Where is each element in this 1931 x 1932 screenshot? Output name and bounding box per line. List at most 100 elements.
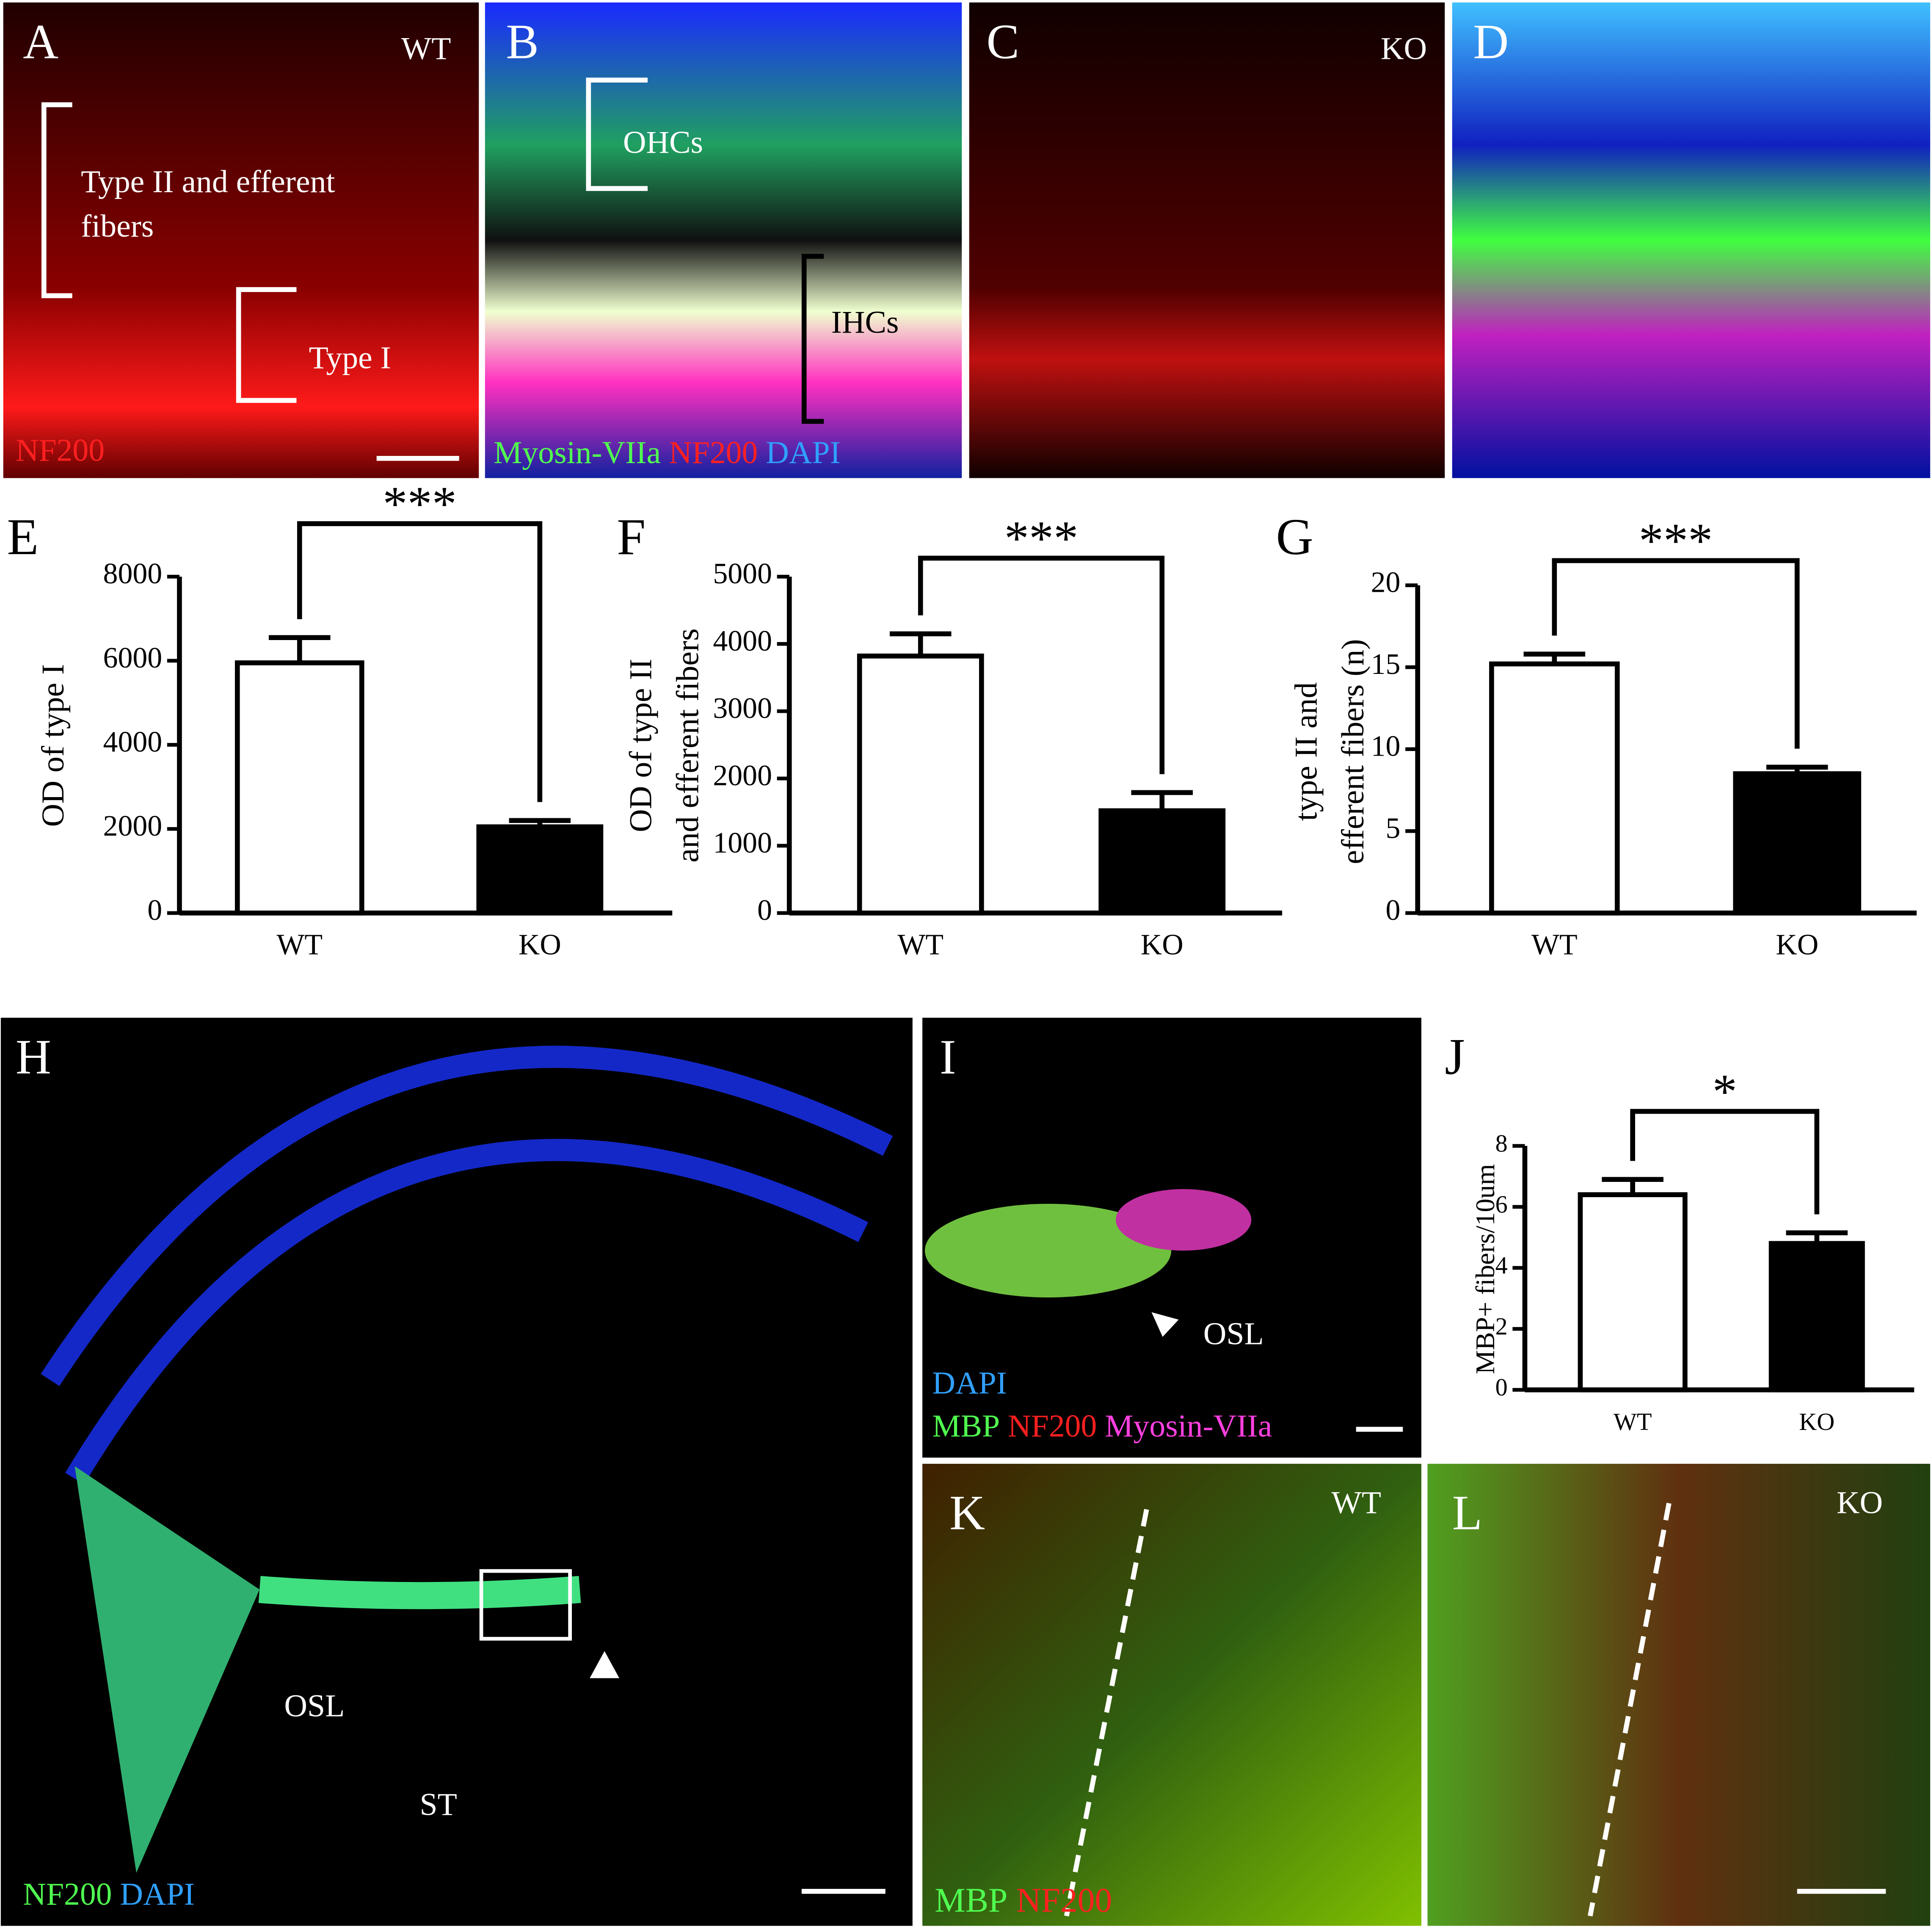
stain: NF200 xyxy=(1008,1409,1097,1444)
stain: Myosin-VIIa xyxy=(1105,1409,1272,1444)
bar xyxy=(1098,808,1226,916)
panel-label: E xyxy=(7,508,39,566)
x-tick-label: KO xyxy=(1799,1408,1834,1435)
annotation: Type II and efferent xyxy=(81,164,335,199)
bar xyxy=(476,824,604,916)
bar xyxy=(234,660,364,916)
image-a xyxy=(3,2,479,478)
y-tick-label: 6 xyxy=(1495,1190,1508,1218)
annotation: OHCs xyxy=(623,125,703,160)
annotation: IHCs xyxy=(831,305,899,340)
bar xyxy=(1578,1192,1688,1393)
nerve xyxy=(924,1203,1172,1297)
panel-label: L xyxy=(1452,1486,1482,1540)
image-l xyxy=(1427,1463,1931,1926)
y-tick-label: 0 xyxy=(757,894,772,927)
y-tick-label: 2000 xyxy=(103,810,163,842)
stain: DAPI xyxy=(120,1877,195,1912)
annotation: fibers xyxy=(81,209,154,244)
error-bar xyxy=(1602,1177,1663,1195)
cells xyxy=(1116,1189,1252,1251)
y-axis-label: OD of type I xyxy=(36,664,71,827)
y-tick-label: 20 xyxy=(1371,566,1401,599)
y-tick-label: 0 xyxy=(1386,894,1401,927)
y-tick-label: 4000 xyxy=(103,726,163,759)
image-b xyxy=(485,2,962,478)
bracket xyxy=(801,254,824,424)
x-tick-label: WT xyxy=(276,928,323,961)
x-tick-label: WT xyxy=(897,928,943,961)
stain: NF200 xyxy=(669,435,758,470)
panel-label: J xyxy=(1445,1028,1465,1085)
y-tick-label: 1000 xyxy=(713,827,772,859)
stain-label: MBP NF200 Myosin-VIIa xyxy=(932,1409,1272,1444)
image-d xyxy=(1452,2,1931,478)
annotation: OSL xyxy=(284,1689,345,1724)
panel-label: F xyxy=(617,508,646,566)
stain: NF200 xyxy=(23,1877,112,1912)
significance-bracket xyxy=(297,521,543,802)
x-tick-label: KO xyxy=(1776,928,1818,961)
error-bar xyxy=(1786,1230,1848,1244)
panel-label: B xyxy=(506,14,539,69)
significance-bracket xyxy=(1630,1109,1820,1214)
stain-label: Myosin-VIIa NF200 DAPI xyxy=(494,435,841,470)
stain: MBP xyxy=(935,1881,1007,1919)
y-axis-label: and efferent fibers xyxy=(670,628,705,862)
annotation: OSL xyxy=(1203,1316,1264,1351)
y-axis-label: OD of type II xyxy=(623,659,659,832)
arrowhead xyxy=(590,1651,620,1678)
micrograph-labels: A WT Type II and efferent fibers Type I … xyxy=(16,14,1883,1919)
panel-label: D xyxy=(1473,14,1509,69)
stain: MBP xyxy=(932,1409,1000,1444)
y-tick-label: 3000 xyxy=(713,692,772,725)
tissue xyxy=(41,1046,893,1485)
x-tick-label: KO xyxy=(519,928,561,961)
y-tick-label: 5000 xyxy=(713,558,772,590)
panel-label: C xyxy=(986,14,1019,69)
group-label: KO xyxy=(1381,31,1427,66)
bracket xyxy=(41,102,297,403)
bar xyxy=(1768,1241,1865,1393)
bracket xyxy=(586,77,648,191)
panel-label: A xyxy=(23,14,58,69)
y-tick-label: 4000 xyxy=(713,625,772,657)
x-tick-label: WT xyxy=(1614,1408,1652,1435)
panel-label: G xyxy=(1276,508,1313,566)
y-tick-label: 4 xyxy=(1495,1251,1508,1279)
annotation: ST xyxy=(420,1787,457,1822)
stain-label: NF200 DAPI xyxy=(23,1877,195,1912)
y-tick-label: 0 xyxy=(1495,1374,1508,1401)
panel-label: H xyxy=(16,1030,51,1085)
y-tick-label: 15 xyxy=(1371,648,1401,681)
image-k xyxy=(922,1463,1421,1926)
significance-label: *** xyxy=(1004,511,1079,566)
stain: Myosin-VIIa xyxy=(494,435,661,470)
y-tick-label: 10 xyxy=(1371,730,1401,763)
annotation: Type I xyxy=(309,340,391,375)
box xyxy=(479,1569,572,1641)
significance-bracket xyxy=(1552,558,1800,749)
image-c xyxy=(969,2,1445,478)
error-bar xyxy=(1131,790,1193,811)
x-tick-label: WT xyxy=(1531,928,1578,961)
ganglion xyxy=(74,1466,260,1873)
error-bar xyxy=(509,818,571,827)
group-label: KO xyxy=(1837,1485,1883,1520)
bar xyxy=(1733,771,1862,916)
significance-bracket xyxy=(918,555,1165,774)
significance-label: *** xyxy=(1639,513,1713,568)
panel-label: I xyxy=(940,1030,956,1085)
y-axis-label: MBP+ fibers/10um xyxy=(1470,1164,1500,1374)
x-tick-label: KO xyxy=(1141,928,1183,961)
group-label: WT xyxy=(401,31,451,66)
dashed-line xyxy=(1588,1502,1672,1917)
panel-label: K xyxy=(949,1486,985,1540)
y-tick-label: 2000 xyxy=(713,759,772,792)
group-label: WT xyxy=(1331,1485,1381,1520)
y-tick-label: 6000 xyxy=(103,642,163,674)
error-bar xyxy=(889,631,952,656)
dashed-line xyxy=(1064,1509,1149,1917)
y-tick-label: 0 xyxy=(147,894,162,927)
